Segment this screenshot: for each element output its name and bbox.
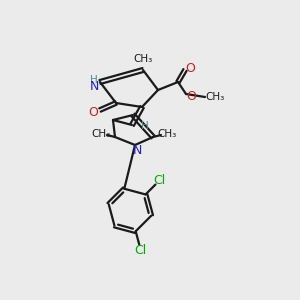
Text: O: O — [185, 62, 195, 76]
Text: H: H — [141, 121, 149, 131]
Text: H: H — [90, 75, 98, 85]
Text: Cl: Cl — [154, 174, 166, 187]
Text: O: O — [88, 106, 98, 118]
Text: N: N — [132, 145, 142, 158]
Text: CH₃: CH₃ — [206, 92, 225, 102]
Text: Cl: Cl — [135, 244, 147, 257]
Text: CH₃: CH₃ — [158, 129, 177, 139]
Text: CH₃: CH₃ — [134, 54, 153, 64]
Text: O: O — [186, 89, 196, 103]
Text: N: N — [89, 80, 99, 94]
Text: CH₃: CH₃ — [92, 129, 111, 139]
